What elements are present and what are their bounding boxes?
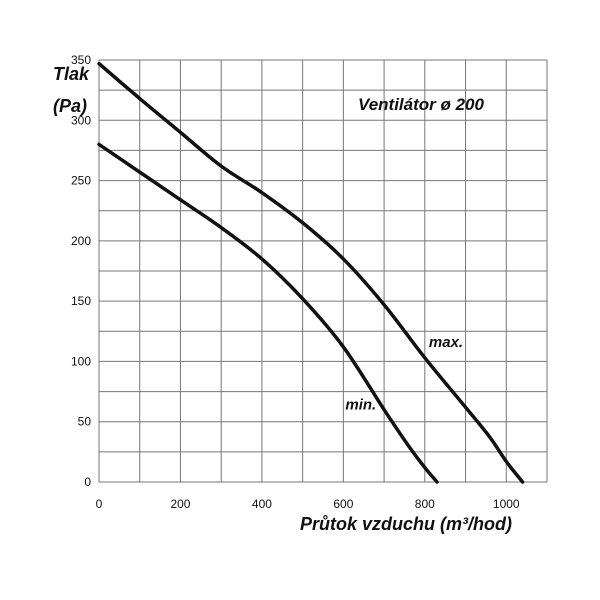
series-line-min [97,142,439,484]
y-tick-label: 100 [71,354,91,368]
series-line-max [97,61,525,484]
labels: Tlak (Pa) Ventilátor ø 200 Průtok vzduch… [53,64,512,534]
x-tick-label: 800 [415,497,435,511]
y-tick-label: 300 [71,113,91,127]
x-tick-label: 200 [170,497,190,511]
x-axis-label: Průtok vzduchu (m³/hod) [300,514,512,534]
x-tick-label: 0 [96,497,103,511]
x-tick-label: 1000 [493,497,520,511]
y-tick-label: 150 [71,294,91,308]
y-tick-label: 350 [71,53,91,67]
x-tick-label: 600 [333,497,353,511]
y-tick-label: 250 [71,174,91,188]
series-label-max: max. [429,334,463,351]
grid [98,59,548,483]
y-tick-label: 0 [84,475,91,489]
y-tick-label: 200 [71,234,91,248]
x-tick-label: 400 [252,497,272,511]
chart-title: Ventilátor ø 200 [358,95,485,114]
series-curves: max. min. [97,61,525,484]
y-tick-label: 50 [78,415,92,429]
series-label-min: min. [345,397,376,414]
y-axis-label-line2: (Pa) [53,96,87,116]
tick-labels: 0 200 400 600 800 1000 0 50 100 150 200 250 300 350 [71,53,520,511]
y-axis-label-line1: Tlak [53,64,90,84]
